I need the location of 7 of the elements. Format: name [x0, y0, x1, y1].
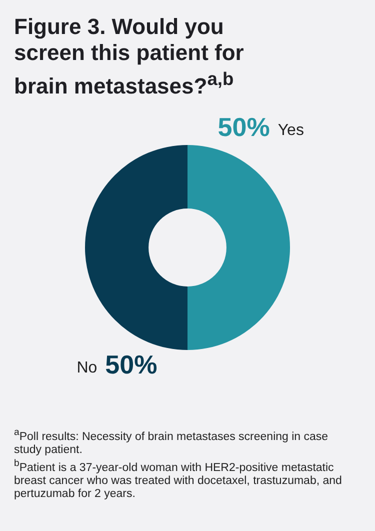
data-label: 50% — [105, 349, 158, 380]
data-label: 50% — [218, 112, 270, 142]
text: $^{b}$Patient is a 37-year-old woman with HER2-positive metastatic breast cancer who was treated with docetaxel, trastuzumab, and pertuzumab for 2 years. — [14, 456, 343, 501]
slice-label: Yes — [278, 122, 304, 140]
text: $^{a}$Poll results: Necessity of brain metastases screening in case study patient. — [14, 426, 330, 457]
slice-label: No — [76, 360, 98, 377]
chart-title: Figure 3. Would you screen this patient for brain metastases?$^{a,b}$ — [14, 14, 245, 100]
